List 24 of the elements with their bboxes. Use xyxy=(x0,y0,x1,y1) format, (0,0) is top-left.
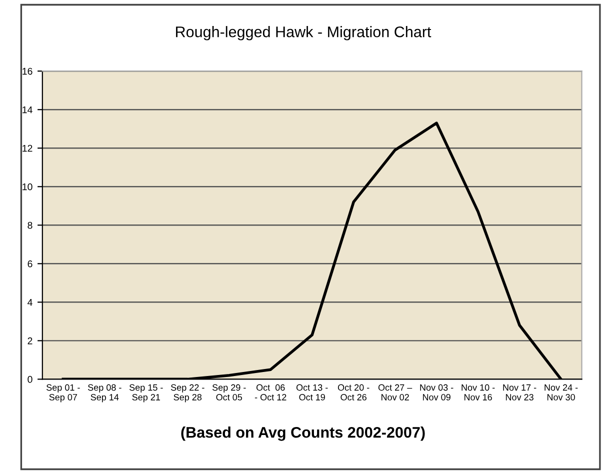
x-tick-label: Sep 15 - Sep 21 xyxy=(129,384,163,402)
x-tick-label: Sep 08 - Sep 14 xyxy=(88,384,122,402)
y-tick-label: 16 xyxy=(22,68,32,75)
x-tick-label: Nov 10 - Nov 16 xyxy=(462,384,495,400)
x-tick-label: Sep 22 - Sep 28 xyxy=(170,384,204,402)
y-tick-label: 8 xyxy=(28,222,32,229)
x-tick-label: Nov 24 - Nov 30 xyxy=(544,384,578,400)
x-tick-label: Sep 01 - Sep 07 xyxy=(46,384,80,402)
x-tick-label: Sep 29 - Oct 05 xyxy=(212,384,246,400)
x-tick-label: Oct 27 – Nov 02 xyxy=(378,384,412,400)
y-tick-label: 6 xyxy=(28,260,32,268)
text: (Based on Avg Counts 2002-2007) xyxy=(181,426,425,441)
x-tick-label: Nov 03 - Nov 09 xyxy=(420,384,454,400)
x-tick-label: Oct 20 - Oct 26 xyxy=(338,384,370,400)
y-tick-label: 14 xyxy=(22,106,32,114)
x-tick-label: Oct 06 - Oct 12 xyxy=(254,384,286,400)
x-tick-label: Nov 17 - Nov 23 xyxy=(503,384,536,400)
chart-title: Rough-legged Hawk - Migration Chart xyxy=(176,26,432,40)
x-tick-label: Oct 13 - Oct 19 xyxy=(296,384,328,400)
y-tick-label: 12 xyxy=(22,144,32,152)
y-tick-label: 0 xyxy=(28,376,32,383)
y-tick-label: 10 xyxy=(22,183,32,190)
y-tick-label: 4 xyxy=(28,299,32,306)
y-tick-label: 2 xyxy=(28,337,32,344)
